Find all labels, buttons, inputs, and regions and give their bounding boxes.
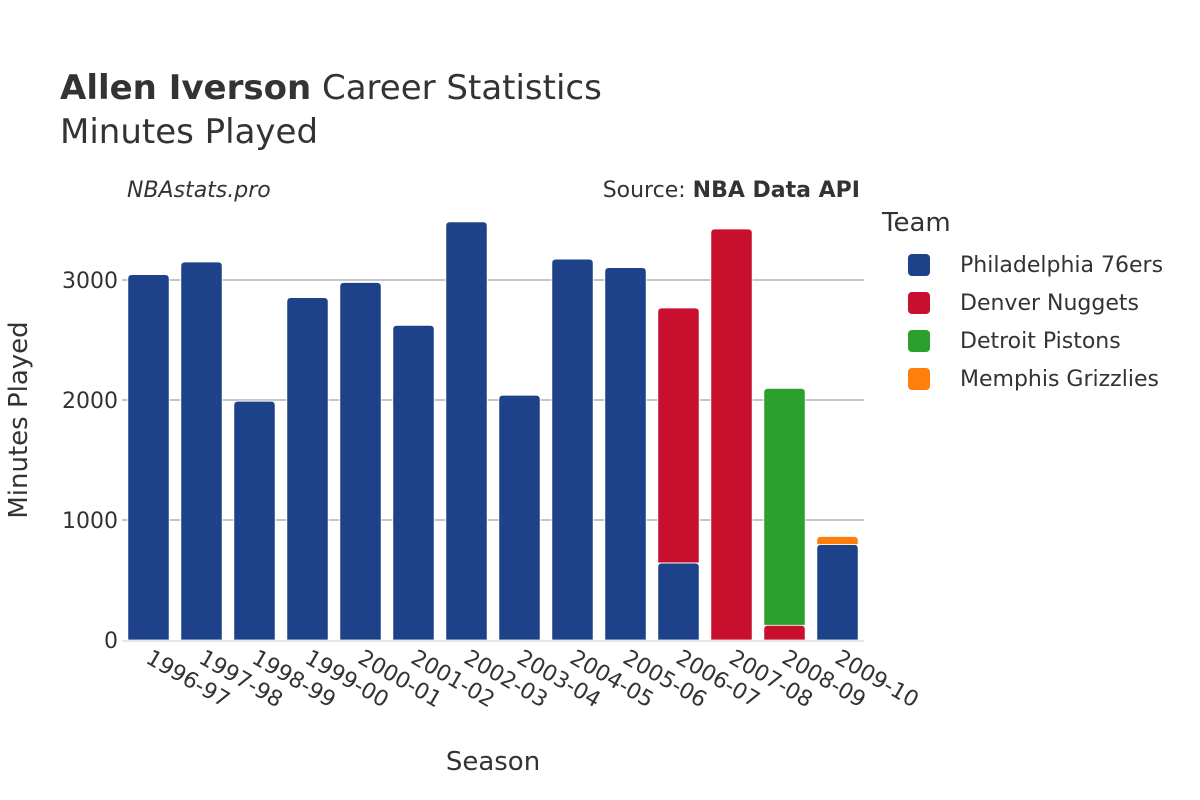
legend-label: Philadelphia 76ers (960, 252, 1164, 278)
y-tick-label: 3000 (62, 269, 118, 294)
legend-swatch (908, 330, 930, 352)
legend-label: Detroit Pistons (960, 328, 1121, 354)
source-name: NBA Data API (692, 178, 860, 203)
legend-label: Memphis Grizzlies (960, 366, 1159, 392)
legend-label: Denver Nuggets (960, 290, 1139, 316)
axes: 01000200030001996-971997-981998-991999-0… (62, 269, 923, 713)
bar-philadelphia-76ers-2004-05[interactable] (551, 258, 594, 641)
bar-philadelphia-76ers-2002-03[interactable] (445, 221, 488, 641)
bar-philadelphia-76ers-2006-07[interactable] (657, 562, 700, 641)
chart-title-block: Allen Iverson Career Statistics Minutes … (60, 66, 602, 154)
gridlines (122, 279, 864, 521)
legend-item-memphis-grizzlies[interactable]: Memphis Grizzlies (882, 360, 1163, 398)
chart-title: Allen Iverson Career Statistics (60, 66, 602, 110)
legend-swatch (908, 254, 930, 276)
bar-denver-nuggets-2007-08[interactable] (710, 228, 753, 641)
title-rest: Career Statistics (311, 68, 602, 108)
legend-item-denver-nuggets[interactable]: Denver Nuggets (882, 284, 1163, 322)
bar-philadelphia-76ers-1997-98[interactable] (180, 261, 223, 641)
bars (127, 221, 859, 641)
y-tick-label: 2000 (62, 389, 118, 414)
bar-philadelphia-76ers-2000-01[interactable] (339, 282, 382, 641)
bar-philadelphia-76ers-2001-02[interactable] (392, 324, 435, 641)
bar-denver-nuggets-2008-09[interactable] (763, 624, 806, 641)
source-credit: Source: NBA Data API (603, 178, 860, 203)
bar-philadelphia-76ers-2009-10[interactable] (816, 544, 859, 641)
legend: Team Philadelphia 76ers Denver Nuggets D… (882, 208, 1163, 398)
bar-philadelphia-76ers-1998-99[interactable] (233, 400, 276, 641)
chart-subtitle: Minutes Played (60, 112, 319, 152)
bar-memphis-grizzlies-2009-10[interactable] (816, 536, 859, 545)
title-player-name: Allen Iverson (60, 68, 312, 108)
bar-philadelphia-76ers-1999-00[interactable] (286, 297, 329, 641)
bar-philadelphia-76ers-2005-06[interactable] (604, 267, 647, 641)
bar-detroit-pistons-2008-09[interactable] (763, 387, 806, 626)
bar-philadelphia-76ers-1996-97[interactable] (127, 274, 170, 641)
y-axis-title: Minutes Played (4, 321, 34, 518)
bar-denver-nuggets-2006-07[interactable] (657, 307, 700, 564)
x-axis-title: Season (446, 747, 540, 777)
y-tick-label: 1000 (62, 509, 118, 534)
legend-swatch (908, 292, 930, 314)
bar-philadelphia-76ers-2003-04[interactable] (498, 394, 541, 641)
legend-title: Team (882, 208, 951, 238)
legend-swatch (908, 368, 930, 390)
source-label: Source: (602, 178, 693, 203)
y-tick-label: 0 (104, 629, 118, 654)
legend-item-detroit-pistons[interactable]: Detroit Pistons (882, 322, 1163, 360)
legend-item-philadelphia-76ers[interactable]: Philadelphia 76ers (882, 246, 1163, 284)
site-credit: NBAstats.pro (127, 178, 271, 203)
